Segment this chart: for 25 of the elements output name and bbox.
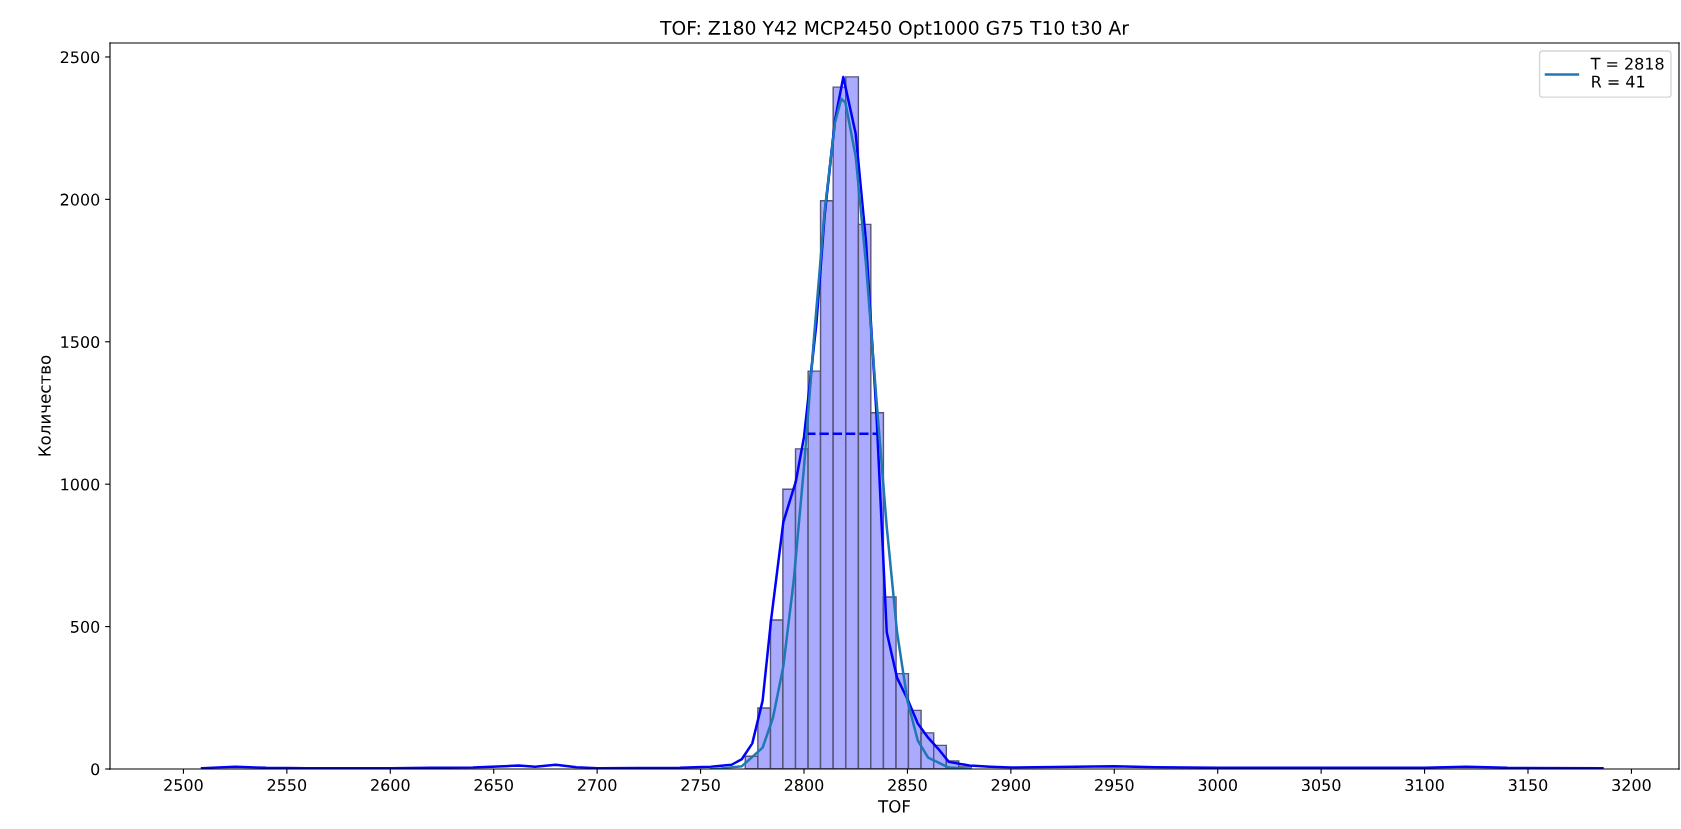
x-tick-label: 2700 <box>577 779 617 792</box>
x-tick-label: 2800 <box>784 779 824 792</box>
x-tick-label: 3200 <box>1612 779 1651 792</box>
x-tick-label: 2600 <box>371 779 410 792</box>
x-tick-label: 2950 <box>1095 779 1134 792</box>
x-tick-label: 3000 <box>1198 779 1237 792</box>
y-axis-title: Количество <box>38 355 51 456</box>
chart-title: TOF: Z180 Y42 MCP2450 Opt1000 G75 T10 t30 Ar <box>659 20 1129 39</box>
y-tick-label: 0 <box>91 763 100 776</box>
x-tick-label: 3050 <box>1302 779 1341 792</box>
x-tick-label: 3100 <box>1405 779 1444 792</box>
y-tick-label: 2500 <box>60 51 100 64</box>
x-tick-label: 2650 <box>474 779 513 792</box>
y-tick-label: 1000 <box>61 478 100 491</box>
x-tick-label: 2550 <box>267 779 307 792</box>
x-tick-label: 2750 <box>681 779 720 792</box>
x-tick-label: 2900 <box>991 779 1031 792</box>
legend-label: T = 2818 R = 41 <box>1590 57 1664 88</box>
y-tick-label: 1500 <box>61 335 100 349</box>
x-tick-label: 2500 <box>164 779 203 792</box>
x-tick-label: 3150 <box>1508 779 1548 792</box>
x-axis-title: TOF <box>878 800 910 813</box>
y-tick-label: 2000 <box>60 193 100 206</box>
y-tick-label: 500 <box>71 620 100 633</box>
x-tick-label: 2850 <box>888 779 927 792</box>
